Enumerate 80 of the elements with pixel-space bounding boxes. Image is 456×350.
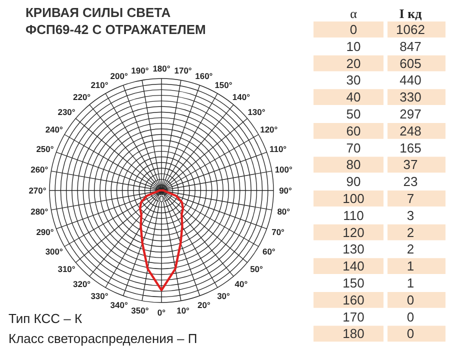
spoke-label: 170°	[174, 65, 192, 76]
spoke-label: 210°	[90, 80, 109, 90]
spoke-label: 270°	[28, 186, 47, 196]
spoke-label: 130°	[248, 107, 266, 118]
spoke-label: 160°	[195, 70, 214, 81]
spoke-label: 290°	[36, 227, 54, 238]
text: Тип КСС – К	[8, 311, 82, 326]
text: 30	[346, 72, 361, 88]
spoke-label: 310°	[58, 264, 76, 274]
spoke-label: 110°	[269, 144, 288, 154]
text: 3	[406, 208, 414, 223]
spoke-label: 80°	[277, 206, 291, 217]
text: 20	[346, 56, 361, 71]
text: 1	[406, 276, 414, 290]
text: 297	[400, 106, 422, 122]
text: 7	[406, 191, 414, 206]
text: 2	[406, 242, 414, 257]
spoke-label: 280°	[30, 206, 49, 217]
text: 2	[406, 224, 414, 240]
spoke-label: 100°	[274, 164, 294, 174]
text: 50	[346, 106, 361, 122]
spoke-label: 50°	[250, 264, 264, 274]
text: 0	[158, 194, 164, 204]
text: I кд	[399, 6, 422, 21]
text: 90	[346, 174, 361, 190]
spoke-label: 250°	[36, 144, 54, 154]
text: 248	[400, 123, 422, 138]
text: 165	[400, 140, 422, 156]
text: 160	[342, 292, 364, 308]
text: Класс светораспределения – П	[8, 331, 198, 346]
text: 70	[346, 140, 361, 156]
text: 130	[342, 242, 364, 257]
text: 605	[400, 56, 422, 71]
spoke-label: 190°	[131, 65, 150, 76]
spoke-label: 320°	[73, 278, 92, 289]
spoke-label: 30°	[217, 291, 231, 302]
spoke-label: 150°	[214, 80, 233, 90]
text: 100	[342, 191, 364, 206]
text: 0	[406, 326, 414, 342]
spoke-label: 200°	[110, 70, 128, 81]
text: 1	[406, 258, 414, 274]
spoke-label: 60°	[262, 246, 276, 256]
spoke-label: 300°	[45, 246, 64, 256]
text: 0	[350, 22, 358, 37]
text: 10	[346, 38, 361, 54]
text: 110	[343, 208, 364, 223]
spoke-label: 20°	[197, 300, 211, 310]
spoke-label: 10°	[176, 306, 190, 316]
spoke-label: 90°	[279, 186, 293, 196]
spoke-label: 120°	[260, 124, 278, 134]
text: 1062	[396, 22, 425, 37]
spoke-label: 230°	[58, 107, 76, 118]
text: 120	[342, 224, 364, 240]
text: 440	[400, 72, 422, 88]
chart-title: КРИВАЯ СИЛЫ СВЕТА ФСП69-42 С ОТРАЖАТЕЛЕМ	[26, 5, 206, 37]
text: 330	[400, 90, 422, 105]
spoke-label: 350°	[131, 306, 150, 316]
spoke-label: 70°	[272, 227, 286, 238]
spoke-label: 330°	[90, 291, 109, 302]
text: 23	[403, 174, 418, 190]
spoke-label: 140°	[232, 92, 251, 102]
text: 60	[346, 123, 361, 138]
text: 170	[342, 309, 364, 324]
spoke-label: 40°	[234, 278, 248, 289]
spoke-label: 0°	[157, 308, 166, 318]
text: 0	[406, 292, 414, 308]
text: 150	[342, 276, 364, 290]
spoke-label: 340°	[110, 300, 128, 310]
text: 37	[403, 157, 418, 172]
text: 180	[342, 326, 364, 342]
spoke-label: 180°	[152, 64, 171, 74]
text: 140	[342, 258, 364, 274]
text: 0	[406, 309, 414, 324]
spoke-label: 240°	[45, 124, 64, 134]
text: α	[350, 6, 358, 21]
text: 80	[346, 157, 361, 172]
spoke-label: 220°	[73, 92, 92, 102]
text: 40	[346, 90, 361, 105]
spoke-label: 260°	[30, 164, 49, 174]
text: 847	[400, 38, 422, 54]
